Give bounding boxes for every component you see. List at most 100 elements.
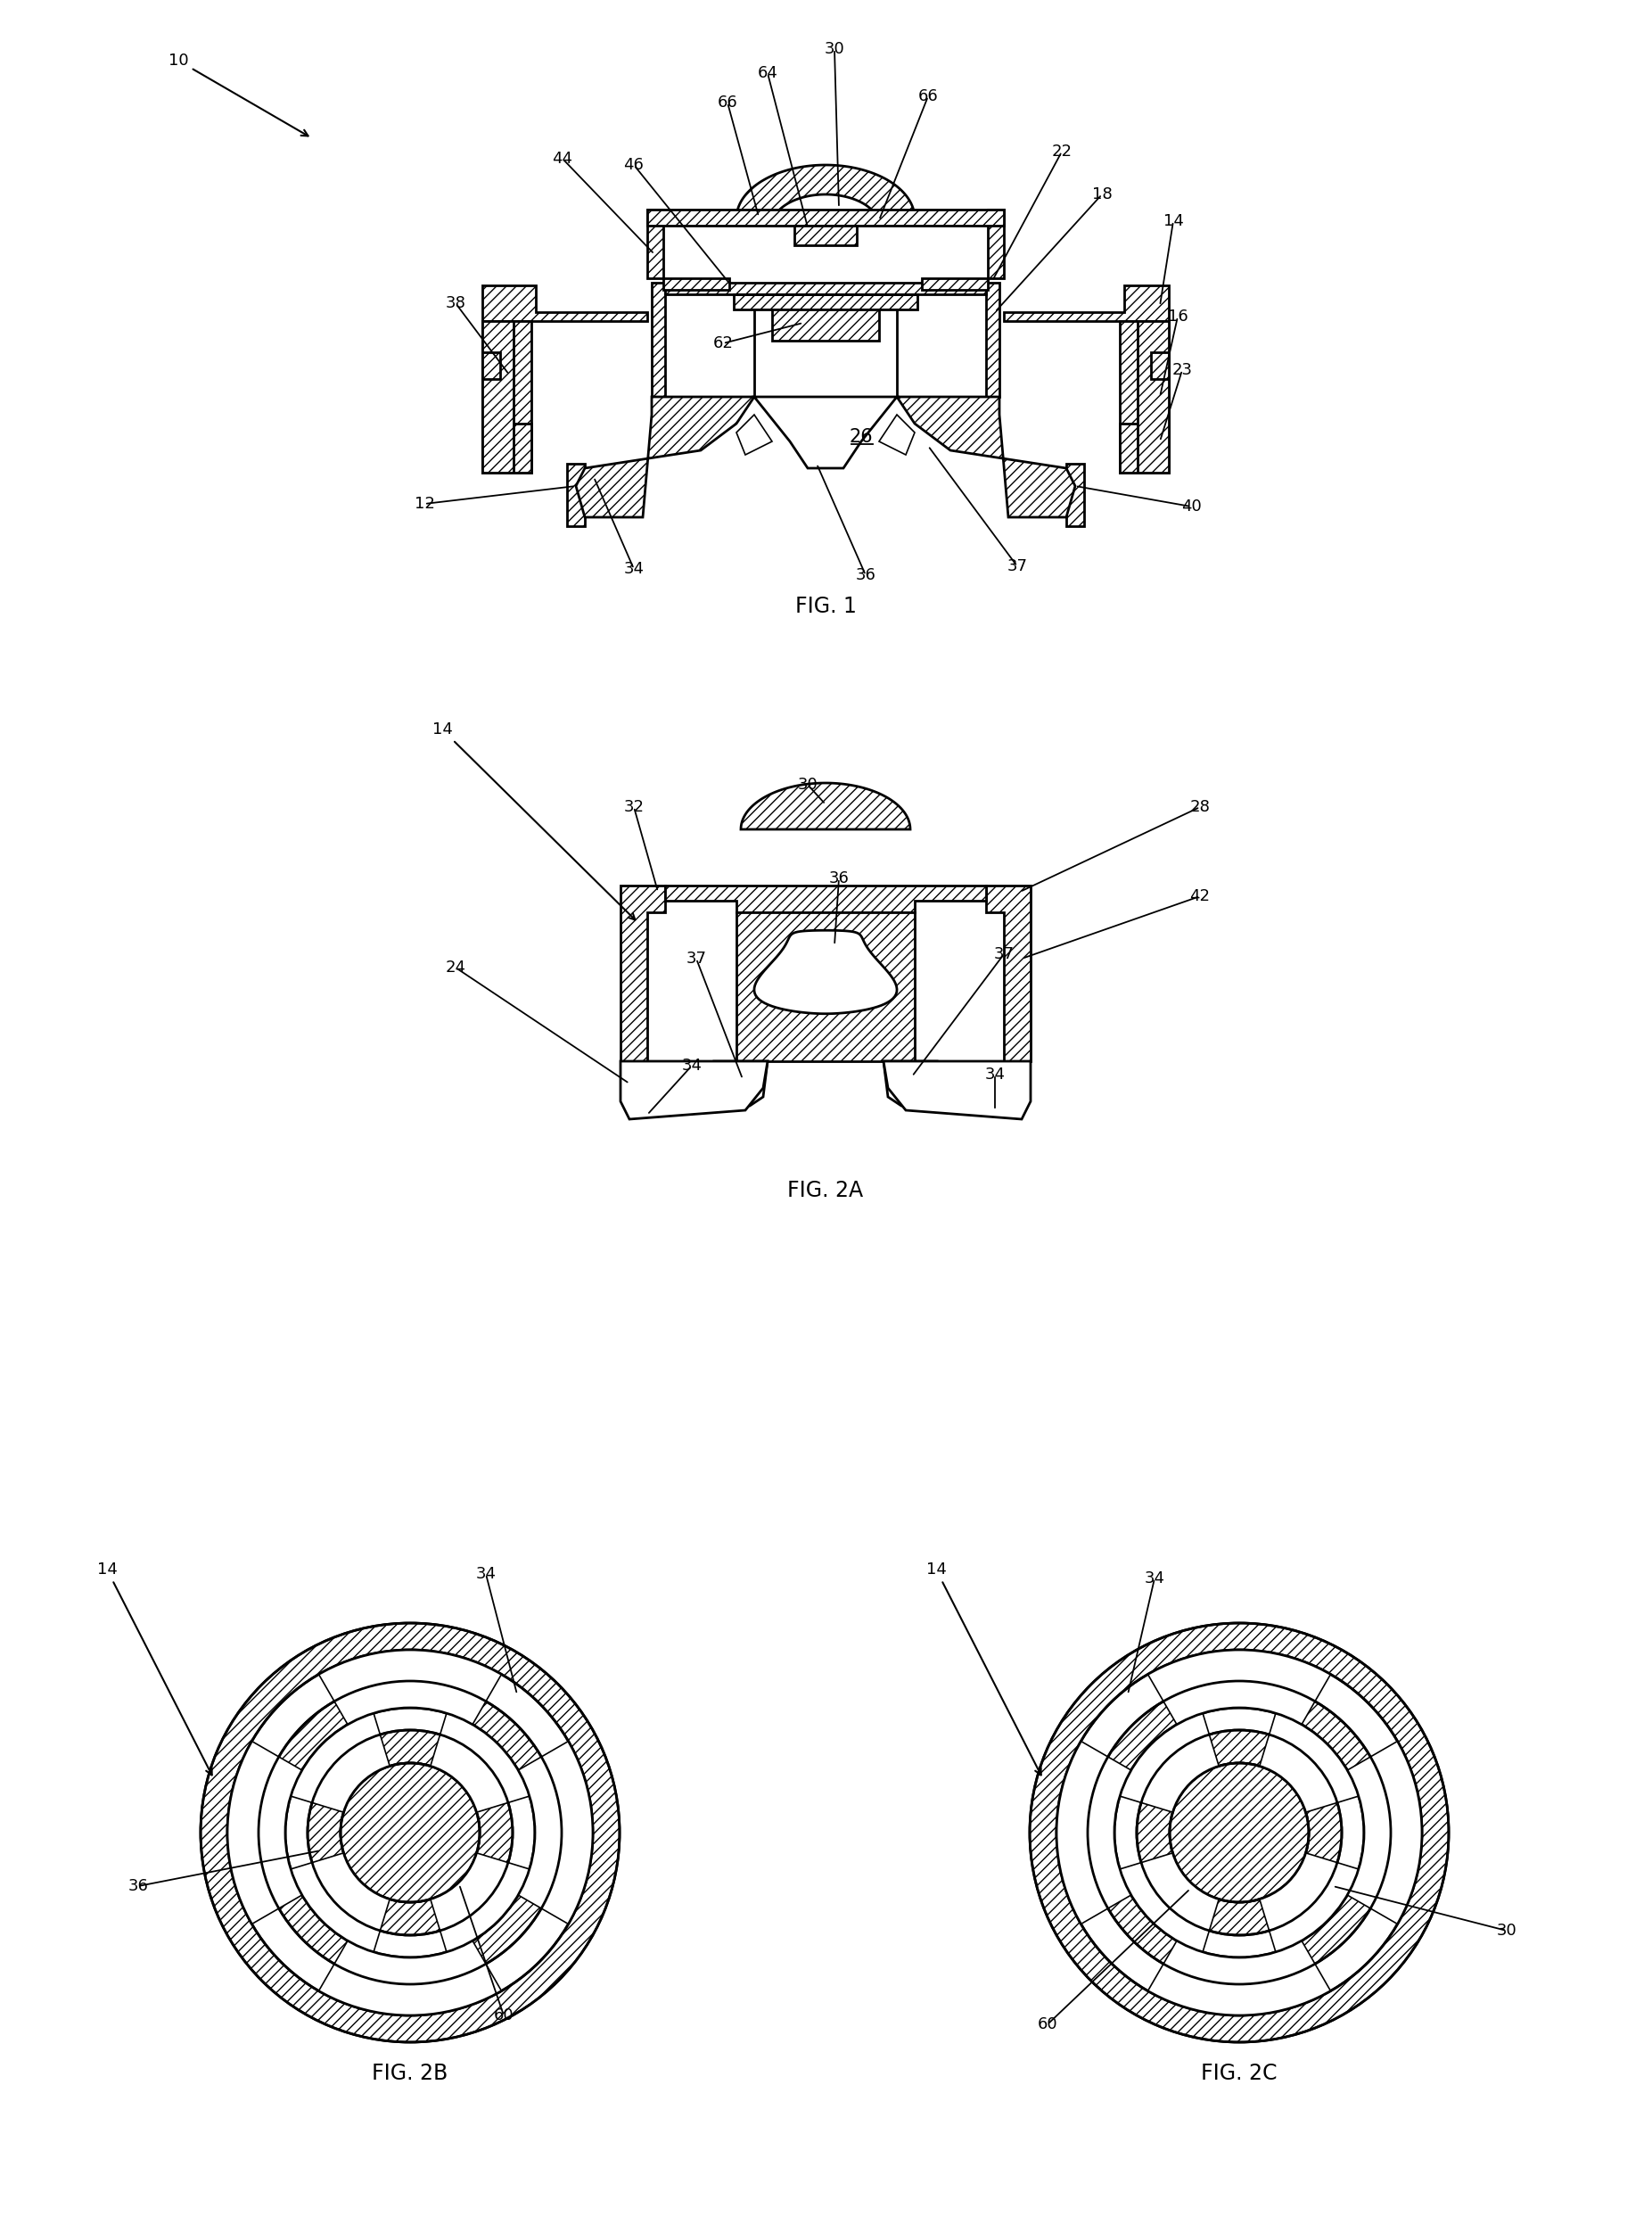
Text: 22: 22	[1052, 145, 1072, 160]
Wedge shape	[1087, 1682, 1391, 1985]
Text: 16: 16	[1168, 309, 1188, 325]
Polygon shape	[755, 309, 897, 396]
Polygon shape	[986, 886, 1031, 1061]
Text: 30: 30	[824, 40, 844, 58]
Wedge shape	[1170, 1762, 1308, 1902]
Polygon shape	[577, 396, 755, 516]
Text: 23: 23	[1171, 363, 1193, 378]
Wedge shape	[307, 1731, 512, 1936]
Polygon shape	[771, 309, 879, 340]
Polygon shape	[884, 1061, 937, 1106]
Text: 24: 24	[446, 959, 466, 975]
Text: 40: 40	[1181, 498, 1201, 514]
Text: 30: 30	[1497, 1922, 1517, 1938]
Polygon shape	[884, 1061, 1031, 1119]
Polygon shape	[755, 930, 897, 1015]
Wedge shape	[340, 1762, 479, 1902]
Text: FIG. 1: FIG. 1	[795, 596, 856, 616]
Wedge shape	[319, 1940, 502, 2016]
Text: 37: 37	[993, 946, 1014, 961]
Text: 34: 34	[985, 1066, 1004, 1084]
Text: 60: 60	[1037, 2016, 1057, 2031]
Wedge shape	[519, 1742, 593, 1925]
Wedge shape	[200, 1622, 620, 2043]
Polygon shape	[666, 283, 986, 309]
Text: 14: 14	[925, 1562, 1041, 1776]
Text: 46: 46	[624, 158, 644, 174]
Wedge shape	[291, 1713, 390, 1813]
Wedge shape	[1148, 1940, 1330, 2016]
Polygon shape	[651, 283, 666, 396]
Text: 37: 37	[1008, 558, 1028, 574]
Text: FIG. 2A: FIG. 2A	[788, 1179, 864, 1202]
Polygon shape	[1138, 320, 1170, 472]
Wedge shape	[1259, 1853, 1358, 1951]
Text: 44: 44	[552, 151, 573, 167]
Text: 60: 60	[494, 2007, 514, 2023]
Text: 12: 12	[415, 496, 434, 512]
Polygon shape	[1066, 463, 1084, 525]
Text: 34: 34	[682, 1057, 702, 1075]
Polygon shape	[737, 912, 915, 1061]
Wedge shape	[431, 1713, 529, 1813]
Text: 34: 34	[476, 1566, 496, 1582]
Text: 14: 14	[1163, 214, 1183, 229]
Wedge shape	[259, 1682, 562, 1985]
Wedge shape	[431, 1853, 529, 1951]
Wedge shape	[1148, 1649, 1330, 1724]
Polygon shape	[648, 209, 1004, 225]
Text: 37: 37	[686, 950, 707, 966]
Text: 18: 18	[1092, 187, 1112, 202]
Text: 30: 30	[798, 777, 818, 792]
Wedge shape	[228, 1742, 302, 1925]
Text: 36: 36	[856, 567, 876, 583]
Polygon shape	[1151, 352, 1170, 378]
Text: 10: 10	[169, 53, 309, 136]
Polygon shape	[922, 209, 1004, 289]
Wedge shape	[1120, 1713, 1219, 1813]
Text: 36: 36	[829, 870, 849, 886]
Text: FIG. 2C: FIG. 2C	[1201, 2063, 1277, 2085]
Text: 42: 42	[1189, 888, 1211, 903]
Wedge shape	[291, 1853, 390, 1951]
Text: 34: 34	[623, 561, 644, 576]
Wedge shape	[1259, 1713, 1358, 1813]
Polygon shape	[795, 225, 857, 245]
Text: 36: 36	[127, 1878, 149, 1893]
Polygon shape	[621, 1061, 768, 1119]
Text: 14: 14	[433, 721, 634, 919]
Polygon shape	[621, 886, 666, 1061]
Text: 66: 66	[919, 89, 938, 105]
Polygon shape	[737, 414, 771, 454]
Polygon shape	[648, 209, 729, 289]
Polygon shape	[740, 783, 910, 830]
Polygon shape	[879, 414, 915, 454]
Wedge shape	[1120, 1853, 1219, 1951]
Text: 66: 66	[717, 93, 738, 111]
Text: 14: 14	[97, 1562, 211, 1776]
Text: FIG. 2B: FIG. 2B	[372, 2063, 448, 2085]
Polygon shape	[897, 396, 1075, 516]
Polygon shape	[1120, 423, 1170, 472]
Text: 64: 64	[757, 65, 778, 80]
Text: 28: 28	[1189, 799, 1211, 814]
Polygon shape	[986, 283, 999, 396]
Polygon shape	[737, 165, 915, 218]
Wedge shape	[319, 1649, 502, 1724]
Text: 26: 26	[849, 427, 874, 445]
Polygon shape	[482, 320, 514, 472]
Text: 62: 62	[712, 336, 733, 352]
Wedge shape	[1029, 1622, 1449, 2043]
Polygon shape	[771, 194, 879, 225]
Text: 34: 34	[1145, 1571, 1165, 1586]
Wedge shape	[1057, 1742, 1132, 1925]
Polygon shape	[482, 352, 501, 378]
Wedge shape	[1348, 1742, 1422, 1925]
Text: 38: 38	[446, 296, 466, 312]
Polygon shape	[1120, 320, 1170, 472]
Polygon shape	[482, 320, 532, 472]
Polygon shape	[482, 423, 532, 472]
Polygon shape	[714, 1061, 768, 1106]
Polygon shape	[1004, 285, 1170, 320]
Polygon shape	[666, 886, 986, 912]
